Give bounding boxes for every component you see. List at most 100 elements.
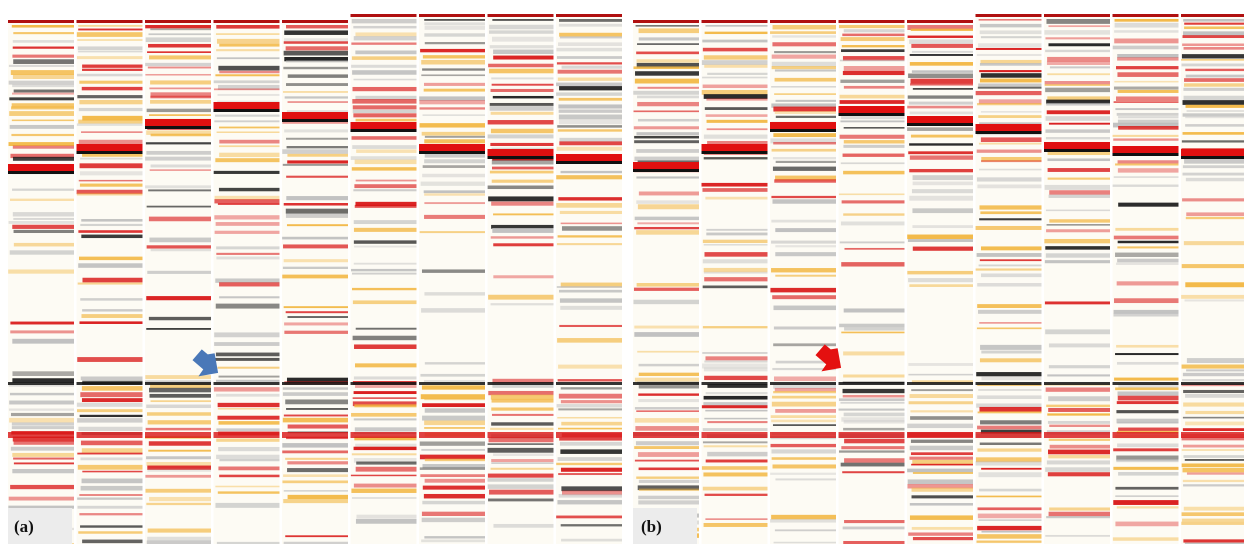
trace-band	[560, 170, 622, 174]
trace-band	[558, 42, 622, 47]
trace-band	[215, 357, 280, 361]
trace-band	[773, 343, 836, 347]
trace-band	[559, 32, 622, 37]
trace-band	[13, 229, 74, 234]
trace-band	[637, 101, 699, 107]
trace-band	[283, 414, 348, 417]
trace-band	[1049, 190, 1110, 195]
trace-band	[491, 201, 554, 206]
trace-band	[561, 486, 622, 492]
trace-band	[491, 462, 554, 464]
trace-band	[420, 394, 485, 400]
trace-band	[354, 363, 417, 368]
trace-band	[353, 189, 417, 192]
trace-band	[487, 120, 554, 125]
trace-band	[1183, 389, 1244, 394]
trace-band	[634, 325, 699, 329]
trace-band	[561, 65, 622, 69]
trace-band	[775, 160, 836, 163]
trace-band	[702, 352, 768, 354]
trace-band	[81, 398, 143, 403]
trace-band	[1115, 252, 1179, 257]
trace-band	[976, 149, 1042, 153]
trace-band	[1045, 534, 1110, 537]
trace-band	[838, 382, 905, 385]
trace-band	[1182, 172, 1244, 176]
trace-band	[838, 113, 905, 116]
trace-band	[284, 38, 348, 43]
trace-band	[636, 59, 699, 63]
trace-band	[907, 116, 973, 123]
trace-band	[148, 33, 211, 36]
trace-band	[1185, 216, 1244, 220]
trace-band	[213, 109, 280, 112]
trace-band	[975, 382, 1042, 385]
trace-band	[424, 214, 485, 219]
trace-band	[424, 25, 485, 30]
trace-band	[911, 43, 973, 48]
trace-band	[12, 46, 74, 49]
trace-band	[844, 327, 905, 331]
trace-band	[1181, 463, 1244, 468]
trace-band	[556, 404, 622, 408]
trace-band	[77, 497, 143, 500]
trace-band	[351, 42, 417, 45]
trace-band	[76, 32, 143, 37]
trace-band	[774, 111, 836, 114]
trace-band	[556, 462, 622, 466]
trace-band	[1114, 377, 1179, 381]
trace-band	[488, 437, 554, 443]
trace-band	[1117, 53, 1179, 58]
trace-band	[1045, 467, 1110, 472]
trace-band	[634, 407, 699, 410]
trace-band	[78, 426, 143, 431]
trace-band	[909, 284, 973, 287]
trace-band	[771, 401, 836, 407]
trace-band	[1117, 168, 1179, 173]
trace-band	[1047, 73, 1110, 76]
trace-band	[145, 20, 211, 23]
trace-band	[702, 188, 768, 192]
trace-band	[11, 133, 74, 137]
trace-band	[1048, 343, 1110, 348]
trace-band	[352, 335, 417, 341]
trace-band	[424, 362, 485, 365]
trace-band	[422, 68, 485, 71]
trace-band	[1112, 122, 1179, 128]
trace-band	[219, 70, 280, 74]
trace-band	[638, 363, 699, 367]
trace-band	[145, 119, 211, 126]
trace-band	[421, 131, 485, 136]
trace-band	[634, 78, 699, 84]
trace-band	[1118, 472, 1179, 476]
trace-band	[493, 243, 554, 247]
trace-band	[9, 417, 74, 423]
trace-band	[1186, 358, 1244, 364]
trace-band	[148, 43, 211, 48]
trace-band	[80, 485, 143, 491]
trace-band	[215, 303, 280, 309]
trace-band	[1181, 54, 1244, 59]
trace-band	[487, 14, 554, 17]
trace-band	[771, 86, 836, 88]
trace-band	[980, 36, 1042, 39]
trace-band	[977, 448, 1042, 452]
trace-band	[704, 107, 768, 110]
trace-band	[981, 350, 1042, 354]
trace-band	[355, 50, 417, 55]
trace-band	[1183, 47, 1244, 50]
trace-band	[216, 252, 280, 255]
trace-band	[701, 151, 768, 154]
trace-band	[775, 252, 836, 257]
trace-band	[13, 457, 75, 460]
trace-band	[907, 468, 973, 473]
trace-band	[774, 93, 836, 95]
trace-band	[561, 538, 622, 542]
trace-band	[283, 259, 348, 263]
trace-band	[702, 259, 768, 264]
trace-band	[1116, 66, 1179, 70]
trace-band	[282, 480, 348, 484]
trace-band	[910, 439, 973, 443]
trace-band	[282, 450, 348, 454]
trace-band	[353, 227, 417, 232]
